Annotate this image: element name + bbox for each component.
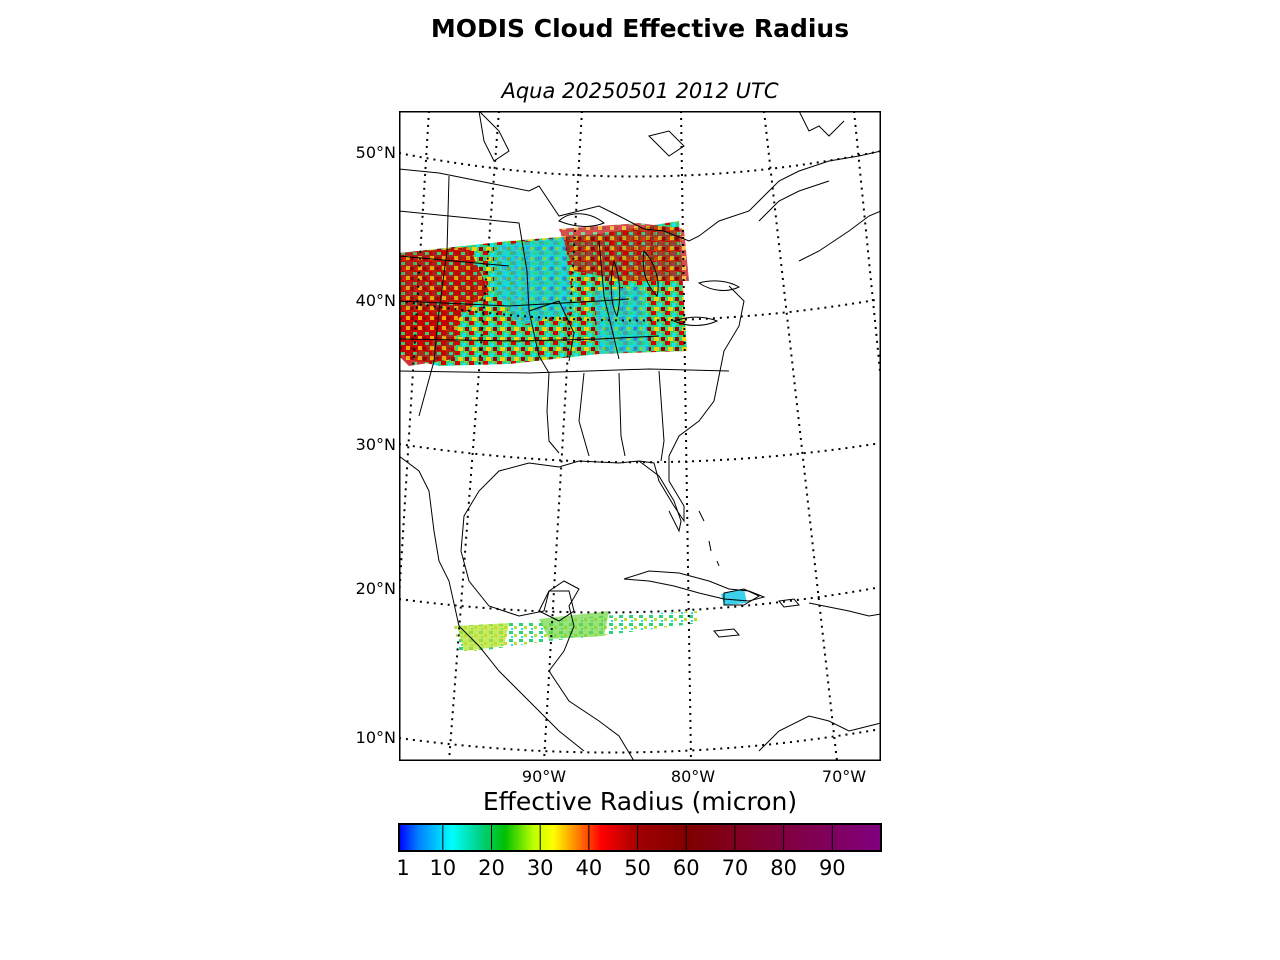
colorbar-tick-label: 90 [818, 856, 846, 880]
colorbar [398, 823, 882, 852]
lat-label-40: 40°N [355, 291, 396, 310]
colorbar-tick-label: 1 [396, 856, 410, 880]
lon-label-70w: 70°W [821, 767, 867, 786]
colorbar-tick-label: 40 [575, 856, 603, 880]
lon-label-90w: 90°W [521, 767, 567, 786]
colorbar-tick-label: 50 [624, 856, 651, 880]
colorbar-tick-label: 70 [721, 856, 749, 880]
colorbar-tick-label: 20 [478, 856, 505, 880]
colorbar-label: Effective Radius (micron) [482, 787, 798, 816]
figure-subtitle: Aqua 20250501 2012 UTC [501, 79, 779, 103]
lat-label-20: 20°N [355, 579, 396, 598]
colorbar-tick-label: 60 [672, 856, 700, 880]
graticule [399, 111, 881, 761]
lon-label-80w: 80°W [670, 767, 716, 786]
map-frame [399, 111, 881, 761]
colorbar-tick-label: 80 [770, 856, 797, 880]
lat-label-10: 10°N [355, 728, 396, 747]
map-panel [399, 111, 881, 761]
colorbar-tick-label: 30 [526, 856, 554, 880]
colorbar-tick-label: 10 [429, 856, 457, 880]
swath-caribbean [454, 589, 747, 651]
coastlines [399, 111, 881, 761]
swath-us [399, 221, 689, 366]
lat-label-50: 50°N [355, 143, 396, 162]
lat-label-30: 30°N [355, 435, 396, 454]
figure-title: MODIS Cloud Effective Radius [430, 14, 850, 43]
map-svg [399, 111, 881, 761]
